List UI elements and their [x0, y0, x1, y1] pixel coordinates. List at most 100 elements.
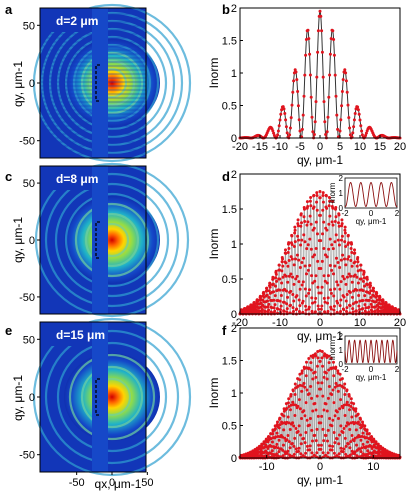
data-point — [304, 451, 308, 455]
data-point — [341, 78, 345, 82]
data-point — [364, 311, 368, 315]
data-point — [317, 307, 321, 311]
data-point — [336, 301, 340, 305]
data-point — [273, 309, 277, 313]
plot-frame — [239, 7, 401, 139]
data-point — [302, 207, 306, 211]
data-point — [366, 283, 370, 287]
data-point — [296, 430, 300, 434]
data-point — [272, 290, 276, 294]
data-point — [281, 275, 285, 279]
data-point — [333, 287, 337, 291]
data-point — [348, 133, 352, 137]
data-point — [265, 299, 269, 303]
data-point — [332, 53, 336, 57]
data-point — [335, 113, 339, 117]
inset-ytick-label: 2 — [339, 174, 344, 183]
data-point — [353, 260, 357, 264]
data-point — [313, 310, 317, 314]
data-point — [311, 377, 315, 381]
data-point — [314, 100, 318, 104]
ytick-label: 0 — [231, 309, 237, 321]
data-point — [357, 112, 361, 116]
data-point — [334, 206, 338, 210]
inset-curve — [344, 182, 398, 207]
data-point — [289, 272, 293, 276]
data-point — [340, 222, 344, 226]
data-point — [278, 423, 282, 427]
data-point — [364, 452, 368, 456]
data-point — [291, 309, 295, 313]
data-point — [323, 300, 327, 304]
ytick-label: 0.5 — [222, 421, 237, 433]
label-band — [40, 322, 92, 346]
image-ytick-label: 50 — [23, 20, 35, 32]
data-point — [270, 452, 274, 456]
data-point — [338, 129, 342, 133]
data-point — [307, 37, 311, 41]
data-point — [353, 251, 357, 255]
data-point — [331, 247, 335, 251]
data-point — [310, 396, 314, 400]
data-point — [342, 295, 346, 299]
data-point — [295, 307, 299, 311]
inset-xlabel: qy, μm-1 — [356, 373, 387, 382]
data-point — [327, 204, 331, 208]
data-point — [284, 274, 288, 278]
data-point — [263, 310, 267, 314]
data-point — [300, 384, 304, 388]
data-point — [344, 452, 348, 456]
data-point — [356, 412, 360, 416]
data-point — [351, 302, 355, 306]
data-point — [271, 277, 275, 281]
diffraction-ring — [84, 212, 140, 268]
data-point — [359, 438, 363, 442]
data-point — [292, 263, 296, 267]
data-point — [318, 359, 322, 363]
data-point — [320, 29, 324, 33]
data-point — [353, 421, 357, 425]
data-point — [302, 381, 306, 385]
data-point — [325, 255, 329, 259]
data-point — [334, 365, 338, 369]
data-point — [305, 200, 309, 204]
data-point — [308, 199, 312, 203]
data-point — [321, 427, 325, 431]
data-point — [337, 433, 341, 437]
data-point — [370, 435, 374, 439]
data-point — [308, 214, 312, 218]
data-point — [346, 442, 350, 446]
data-point — [290, 103, 294, 107]
data-point — [315, 394, 319, 398]
data-point — [276, 435, 280, 439]
data-point — [299, 212, 303, 216]
data-point — [321, 191, 325, 195]
selection-bracket — [95, 378, 100, 416]
data-point — [361, 420, 365, 424]
data-point — [369, 284, 373, 288]
data-point — [307, 305, 311, 309]
data-point — [324, 402, 328, 406]
data-point — [344, 71, 348, 75]
data-point — [254, 310, 258, 314]
diffraction-ring — [44, 172, 180, 308]
data-point — [326, 451, 330, 455]
data-point — [271, 129, 275, 133]
data-point — [278, 299, 282, 303]
data-point — [291, 400, 295, 404]
diffraction-core — [64, 39, 160, 127]
data-point — [379, 444, 383, 448]
data-point — [339, 309, 343, 313]
data-point — [324, 453, 328, 457]
data-point — [358, 118, 362, 122]
data-point — [306, 28, 310, 32]
data-point — [280, 269, 284, 273]
data-point — [363, 424, 367, 428]
data-point — [285, 438, 289, 442]
data-point — [274, 269, 278, 273]
data-point — [331, 366, 335, 370]
data-point — [327, 385, 331, 389]
data-point — [320, 414, 324, 418]
data-point — [328, 417, 332, 421]
data-point — [344, 79, 348, 83]
